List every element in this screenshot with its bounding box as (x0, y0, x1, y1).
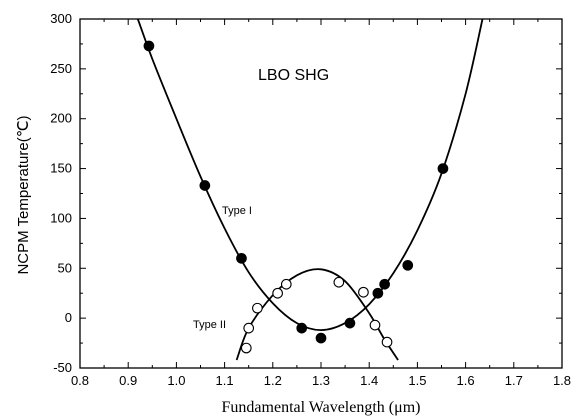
x-axis-title: Fundamental Wavelength (μm) (222, 399, 421, 416)
fit-curve-type-ii (235, 268, 399, 361)
data-point-type-i (236, 252, 247, 264)
data-point-type-ii (252, 302, 263, 314)
data-point-type-i (315, 332, 327, 344)
data-point-type-i (379, 278, 390, 290)
data-point-type-ii (333, 276, 345, 288)
chart-annotation: LBO SHG (258, 67, 329, 84)
data-point-type-ii (240, 342, 252, 354)
data-point-type-i (372, 287, 384, 299)
x-tick-label: 1.5 (408, 373, 426, 388)
series-label-type-i: Type I (222, 205, 252, 217)
data-point-type-ii (272, 287, 283, 299)
x-tick-label: 1.6 (457, 373, 475, 388)
y-tick-label: 0 (65, 310, 72, 325)
data-point-type-i (437, 163, 449, 174)
y-tick-label: 100 (50, 210, 72, 225)
x-tick-label: 1.3 (312, 373, 330, 388)
y-tick-label: 300 (50, 11, 72, 26)
x-tick-label: 0.8 (71, 373, 89, 388)
data-point-type-i (143, 40, 155, 52)
y-axis-title: NCPM Temperature(℃) (15, 115, 32, 274)
x-tick-label: 1.8 (553, 373, 571, 388)
y-tick-label: 150 (50, 161, 72, 176)
data-point-type-i (402, 259, 414, 271)
x-tick-label: 1.4 (360, 373, 378, 388)
plot-area: 0.8 0.9 1.0 1.1 1.2 1.3 1.4 1.5 1.6 1.7 1.8 -50 0 50 1… (50, 11, 571, 388)
x-tick-label: 1.7 (505, 373, 523, 388)
data-point-type-i (296, 322, 308, 334)
data-point-type-ii (369, 319, 381, 331)
fit-curve-type-i (136, 19, 484, 332)
y-tick-label: 250 (50, 61, 72, 76)
data-point-type-i (344, 317, 356, 329)
x-tick-label: 1.0 (167, 373, 185, 388)
x-tick-label: 0.9 (119, 373, 137, 388)
data-point-type-ii (243, 322, 255, 334)
data-point-type-ii (280, 278, 292, 290)
y-tick-label: 50 (58, 260, 72, 275)
series-label-type-ii: Type II (193, 319, 226, 331)
x-tick-label: 1.1 (216, 373, 234, 388)
data-point-type-i (199, 180, 211, 191)
data-point-type-ii (381, 336, 393, 348)
y-tick-label: -50 (53, 360, 72, 375)
data-point-type-ii (358, 286, 369, 298)
x-tick-label: 1.2 (264, 373, 282, 388)
y-tick-label: 200 (50, 111, 72, 126)
